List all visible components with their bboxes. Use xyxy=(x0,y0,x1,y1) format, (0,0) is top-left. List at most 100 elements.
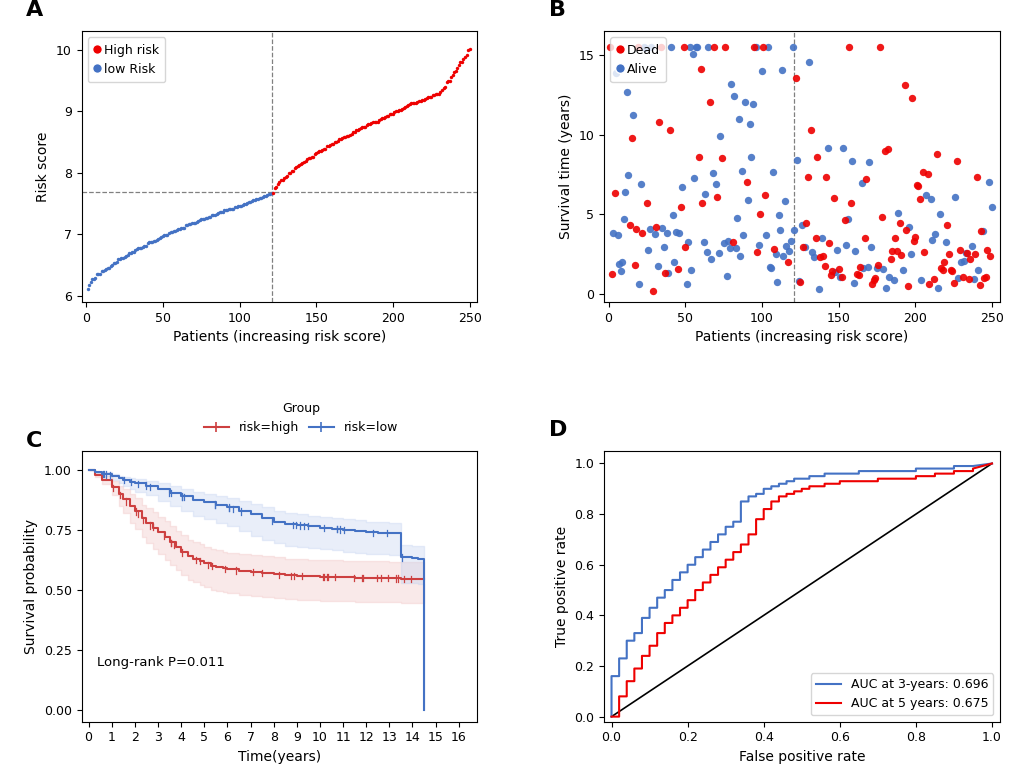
Point xyxy=(301,152,317,165)
Point xyxy=(942,264,958,276)
Point xyxy=(754,41,770,54)
Point xyxy=(625,109,641,121)
Point xyxy=(448,61,465,74)
Point xyxy=(190,215,206,227)
X-axis label: Time(years): Time(years) xyxy=(237,750,321,764)
Point xyxy=(271,175,287,188)
Point xyxy=(334,131,351,144)
Point xyxy=(118,249,135,262)
Point xyxy=(606,187,623,199)
Point xyxy=(207,209,223,221)
Y-axis label: True positive rate: True positive rate xyxy=(554,525,568,647)
X-axis label: Patients (increasing risk score): Patients (increasing risk score) xyxy=(172,330,385,345)
Point xyxy=(828,244,845,256)
Text: B: B xyxy=(548,0,565,20)
Point xyxy=(420,91,436,103)
Point xyxy=(677,241,693,253)
Point xyxy=(780,256,796,268)
Point xyxy=(365,116,381,128)
Point xyxy=(121,247,138,259)
Point xyxy=(710,247,727,259)
Point xyxy=(756,189,772,202)
Point xyxy=(825,192,842,205)
Point xyxy=(880,270,897,282)
Point xyxy=(664,209,681,221)
Point xyxy=(686,172,702,185)
Point xyxy=(131,241,148,254)
Point xyxy=(174,222,191,234)
Point xyxy=(296,156,312,168)
Point xyxy=(696,188,712,200)
Point xyxy=(620,169,636,182)
Point xyxy=(765,243,782,255)
Point xyxy=(856,232,872,244)
Point xyxy=(798,217,814,229)
Y-axis label: Risk score: Risk score xyxy=(37,131,50,202)
Point xyxy=(152,232,168,244)
Point xyxy=(897,223,913,236)
Point xyxy=(911,192,927,205)
Point xyxy=(816,260,833,272)
Point xyxy=(860,156,876,168)
Point xyxy=(786,224,802,237)
Point xyxy=(232,199,249,212)
Point xyxy=(914,166,930,178)
Point xyxy=(83,276,99,289)
Point xyxy=(759,41,775,54)
Point xyxy=(641,223,657,235)
Point xyxy=(406,96,422,109)
Point xyxy=(140,237,156,250)
Point xyxy=(745,41,761,54)
Point xyxy=(168,223,184,236)
Point xyxy=(457,50,473,63)
Point xyxy=(789,154,805,166)
Point xyxy=(262,188,278,200)
Point xyxy=(976,271,993,283)
Point xyxy=(317,143,333,155)
Y-axis label: Survival time (years): Survival time (years) xyxy=(558,94,573,239)
Point xyxy=(684,47,700,60)
Point xyxy=(280,168,297,180)
Point xyxy=(180,217,197,230)
Point xyxy=(698,246,714,258)
Point xyxy=(747,41,763,54)
Point xyxy=(908,178,924,191)
Point xyxy=(176,222,193,234)
Point xyxy=(872,211,889,223)
Point xyxy=(235,198,252,210)
Point xyxy=(643,41,659,54)
Point xyxy=(899,280,915,293)
Point xyxy=(369,116,385,128)
Point xyxy=(192,213,208,226)
Point xyxy=(313,145,329,158)
Point xyxy=(322,139,338,151)
Point xyxy=(859,261,875,273)
Point xyxy=(368,116,384,128)
Point xyxy=(960,272,976,285)
Point xyxy=(292,158,309,171)
Point xyxy=(628,223,644,235)
Point xyxy=(204,209,220,221)
Point xyxy=(946,191,962,203)
Point xyxy=(196,213,212,225)
Point xyxy=(772,64,789,76)
Point xyxy=(289,161,306,173)
Point xyxy=(161,227,177,239)
Point xyxy=(689,41,705,54)
Point xyxy=(266,182,282,194)
Point xyxy=(615,213,632,226)
Point xyxy=(716,41,733,54)
Point xyxy=(85,273,101,286)
Point xyxy=(680,236,696,248)
Point xyxy=(795,241,811,253)
Point xyxy=(771,224,788,237)
Point xyxy=(272,174,288,186)
Point xyxy=(213,206,229,218)
Point xyxy=(865,273,881,286)
Point xyxy=(887,232,903,244)
Point xyxy=(179,219,196,231)
Point xyxy=(281,167,298,179)
Point xyxy=(423,90,439,102)
Point xyxy=(119,249,136,262)
Point xyxy=(626,258,642,271)
